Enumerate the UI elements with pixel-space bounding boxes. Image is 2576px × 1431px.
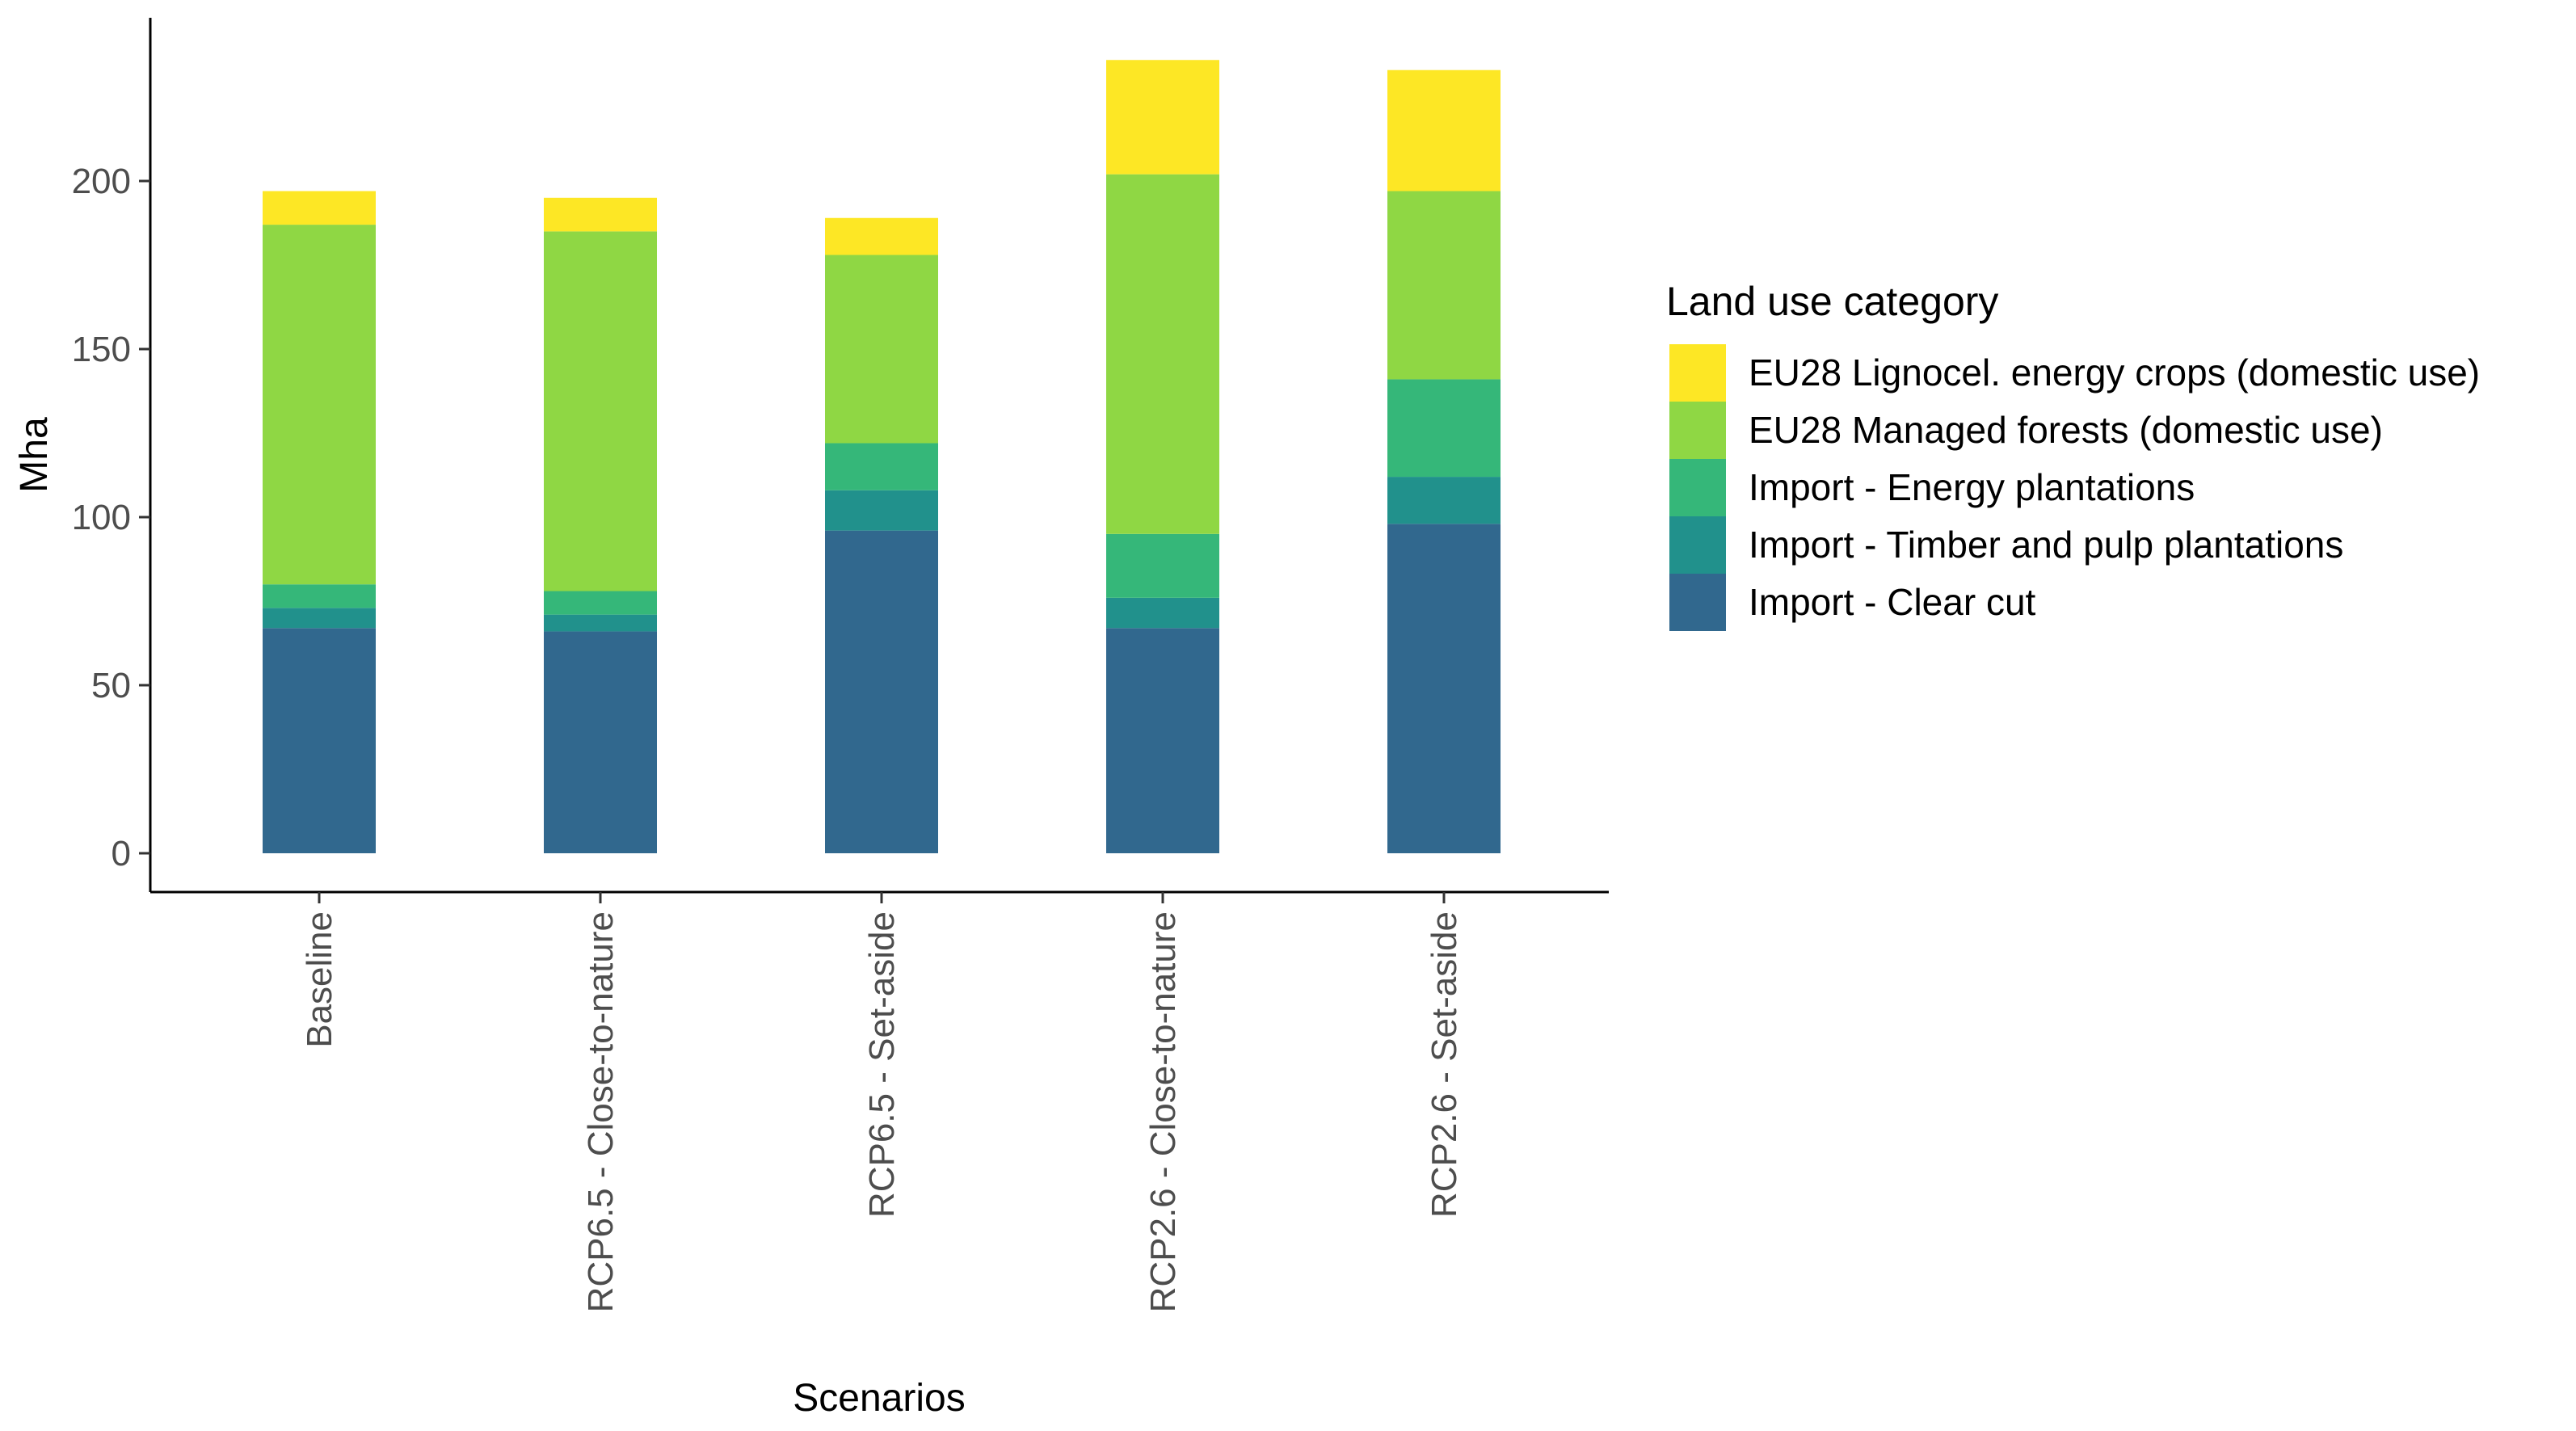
bar-segment — [263, 628, 376, 853]
legend-label: Import - Clear cut — [1749, 581, 2036, 623]
legend-swatch — [1669, 516, 1726, 574]
bar-segment — [1387, 69, 1501, 192]
bar-segment — [263, 191, 376, 225]
bar-segment — [1387, 191, 1501, 380]
bar-segment — [825, 255, 938, 444]
x-tick-label: RCP6.5 - Set-aside — [862, 911, 902, 1218]
x-axis-title: Scenarios — [793, 1377, 965, 1420]
x-tick-label: RCP2.6 - Close-to-nature — [1143, 911, 1183, 1312]
bar-segment — [1387, 524, 1501, 853]
bars-layer — [263, 60, 1501, 853]
legend-swatch — [1669, 574, 1726, 631]
x-tick-label: RCP6.5 - Close-to-nature — [581, 911, 621, 1312]
bar-segment — [544, 231, 657, 591]
legend-label: EU28 Lignocel. energy crops (domestic us… — [1749, 351, 2480, 394]
legend-swatch — [1669, 344, 1726, 402]
bar-segment — [825, 490, 938, 531]
bar-segment — [544, 591, 657, 615]
bar-segment — [825, 217, 938, 255]
y-tick-label: 0 — [112, 834, 131, 873]
bar-segment — [263, 225, 376, 585]
legend-swatch — [1669, 459, 1726, 516]
bar-segment — [1106, 174, 1219, 534]
legend-items: EU28 Lignocel. energy crops (domestic us… — [1669, 344, 2480, 631]
x-tick-label: Baseline — [300, 911, 339, 1048]
x-axis-ticks: Baseline RCP6.5 - Close-to-nature RCP6.5 -… — [300, 892, 1464, 1312]
bar-segment — [1387, 477, 1501, 524]
bar-segment — [825, 443, 938, 490]
bar-segment — [544, 197, 657, 232]
legend-label: Import - Timber and pulp plantations — [1749, 524, 2343, 566]
legend-label: Import - Energy plantations — [1749, 466, 2195, 508]
bar-segment — [544, 631, 657, 853]
bar-segment — [825, 530, 938, 853]
legend-swatch — [1669, 402, 1726, 459]
y-axis-ticks: 0 50 100 150 200 — [72, 162, 150, 873]
bar-segment — [1106, 533, 1219, 598]
y-tick-label: 150 — [72, 330, 131, 369]
bar-segment — [1106, 60, 1219, 175]
bar-segment — [263, 584, 376, 608]
legend: Land use category EU28 Lignocel. energy … — [1666, 279, 2480, 631]
y-tick-label: 100 — [72, 498, 131, 537]
y-tick-label: 50 — [91, 666, 131, 705]
bar-segment — [1387, 379, 1501, 478]
bar-segment — [263, 608, 376, 629]
legend-label: EU28 Managed forests (domestic use) — [1749, 409, 2383, 451]
bar-segment — [1106, 597, 1219, 629]
y-axis-title: Mha — [13, 417, 56, 493]
legend-title: Land use category — [1666, 279, 1998, 324]
x-tick-label: RCP2.6 - Set-aside — [1425, 911, 1464, 1218]
bar-segment — [544, 614, 657, 632]
bar-segment — [1106, 628, 1219, 853]
y-tick-label: 200 — [72, 162, 131, 201]
